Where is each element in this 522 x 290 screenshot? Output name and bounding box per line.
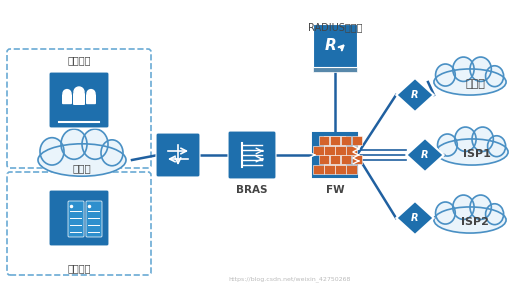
Bar <box>335 165 346 174</box>
Bar <box>313 146 324 155</box>
Text: R: R <box>325 37 337 52</box>
Ellipse shape <box>434 69 506 95</box>
FancyBboxPatch shape <box>68 201 84 237</box>
FancyBboxPatch shape <box>7 49 151 168</box>
Bar <box>324 165 335 174</box>
FancyBboxPatch shape <box>324 136 346 174</box>
Ellipse shape <box>485 66 504 87</box>
Text: R: R <box>411 213 419 223</box>
Ellipse shape <box>435 64 455 86</box>
Ellipse shape <box>470 57 491 81</box>
Text: ISP2: ISP2 <box>461 217 489 227</box>
Text: 服务器区: 服务器区 <box>67 263 91 273</box>
Ellipse shape <box>436 139 508 165</box>
Bar <box>313 165 324 174</box>
Bar <box>335 146 346 155</box>
Ellipse shape <box>453 57 474 81</box>
Ellipse shape <box>435 202 455 224</box>
Polygon shape <box>396 78 434 112</box>
Bar <box>319 155 329 164</box>
Text: RADIUS服务器: RADIUS服务器 <box>308 22 362 32</box>
Circle shape <box>87 90 95 98</box>
FancyBboxPatch shape <box>313 24 357 67</box>
Ellipse shape <box>437 134 457 156</box>
Text: ISP1: ISP1 <box>463 149 491 159</box>
Bar <box>352 155 362 164</box>
Ellipse shape <box>434 207 506 233</box>
Bar <box>346 165 357 174</box>
FancyBboxPatch shape <box>49 72 109 128</box>
Bar <box>341 155 351 164</box>
FancyBboxPatch shape <box>7 172 151 275</box>
FancyBboxPatch shape <box>313 133 357 177</box>
Text: R: R <box>411 90 419 100</box>
Ellipse shape <box>61 129 87 159</box>
Text: 上网用户: 上网用户 <box>67 55 91 65</box>
Ellipse shape <box>472 127 493 151</box>
Bar <box>319 136 329 145</box>
Ellipse shape <box>40 138 64 165</box>
FancyBboxPatch shape <box>86 94 96 104</box>
Polygon shape <box>396 201 434 235</box>
FancyBboxPatch shape <box>62 94 72 104</box>
FancyBboxPatch shape <box>86 201 102 237</box>
Circle shape <box>63 90 71 98</box>
Text: BRAS: BRAS <box>236 185 268 195</box>
Ellipse shape <box>101 140 123 166</box>
Text: 校园网: 校园网 <box>73 163 91 173</box>
Bar <box>341 136 351 145</box>
FancyBboxPatch shape <box>228 131 276 179</box>
FancyBboxPatch shape <box>73 93 85 105</box>
Ellipse shape <box>485 204 504 225</box>
Bar <box>346 146 357 155</box>
Bar <box>330 136 340 145</box>
Ellipse shape <box>453 195 474 220</box>
Text: 教育网: 教育网 <box>465 79 485 89</box>
Ellipse shape <box>455 127 476 151</box>
Ellipse shape <box>82 129 108 159</box>
Ellipse shape <box>470 195 491 220</box>
Polygon shape <box>406 138 444 172</box>
Bar <box>352 136 362 145</box>
Ellipse shape <box>488 136 506 157</box>
Circle shape <box>74 87 84 97</box>
Ellipse shape <box>38 144 126 176</box>
Bar <box>324 146 335 155</box>
FancyBboxPatch shape <box>156 133 200 177</box>
Text: FW: FW <box>326 185 345 195</box>
Text: R: R <box>421 150 429 160</box>
Bar <box>330 155 340 164</box>
FancyBboxPatch shape <box>49 190 109 246</box>
FancyBboxPatch shape <box>313 67 357 72</box>
Text: https://blog.csdn.net/weixin_42750268: https://blog.csdn.net/weixin_42750268 <box>229 276 351 282</box>
